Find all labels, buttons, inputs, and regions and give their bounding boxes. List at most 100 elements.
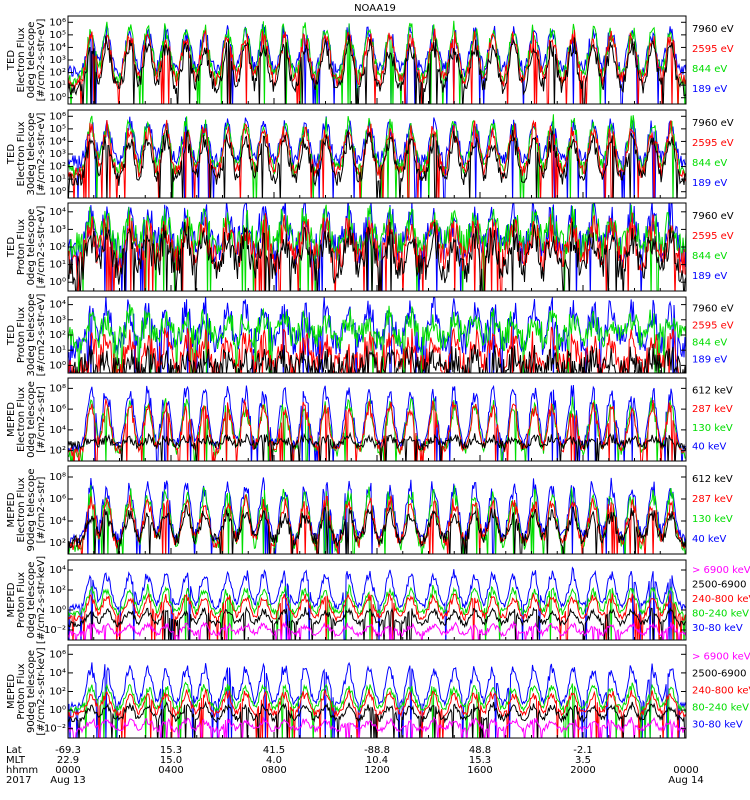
series-2595-ev-line (68, 119, 686, 198)
y-axis-label: [#/cm2-s-str-keV] (36, 556, 47, 644)
panel-plot-area (68, 114, 686, 198)
legend-entry: > 6900 keV (692, 565, 750, 576)
y-tick-label: 10² (49, 162, 66, 173)
series-7960-ev-line (68, 129, 686, 198)
series--6900-kev-line (68, 620, 686, 640)
legend-entry: 80-240 keV (692, 608, 749, 619)
y-axis-label: TED (6, 325, 17, 346)
legend-entry: 2595 eV (692, 321, 734, 332)
y-tick-label: 10⁻² (44, 625, 66, 636)
y-tick-label: 10³ (49, 315, 66, 326)
y-axis-label: Electron Flux (16, 27, 27, 92)
y-tick-label: 10¹ (49, 174, 66, 185)
y-tick-label: 10¹ (49, 345, 66, 356)
legend-entry: 2595 eV (692, 138, 734, 149)
y-tick-label: 10² (49, 585, 66, 596)
series-2500-6900-line (68, 700, 686, 738)
y-axis-label: [#/cm2-s-str-eV] (36, 206, 47, 289)
series-612-kev-line (68, 431, 686, 461)
legend-entry: 40 keV (692, 534, 726, 545)
footer-value: -2.1 (573, 745, 593, 756)
y-tick-label: 10⁴ (49, 516, 66, 527)
y-tick-label: 10⁵ (49, 30, 66, 41)
footer-row-label: hhmm (6, 765, 38, 776)
footer-row-label: Lat (6, 745, 22, 756)
footer-value: 0000 (55, 765, 80, 776)
panel-plot-area (68, 20, 686, 104)
y-tick-label: 10² (49, 687, 66, 698)
series-844-ev-line (68, 203, 686, 291)
y-axis-label: MEPED (6, 582, 17, 617)
y-axis-label: Proton Flux (16, 219, 27, 275)
footer-value: 4.0 (266, 755, 282, 766)
y-tick-label: 10² (49, 538, 66, 549)
legend-entry: 130 keV (692, 423, 733, 434)
footer-value: 22.9 (57, 755, 79, 766)
series-80-240-kev-line (68, 681, 686, 738)
legend-entry: 844 eV (692, 64, 727, 75)
footer-value: 48.8 (469, 745, 491, 756)
footer-row-label: MLT (6, 755, 26, 766)
y-tick-label: 10² (49, 242, 66, 253)
footer-row-label: 2017 (6, 775, 31, 786)
panel-8: 10⁻² 10⁰ 10² 10⁴ 10⁶ MEPED Proton Flux 90deg te… (6, 644, 750, 739)
legend-entry: 7960 eV (692, 304, 734, 315)
panel-plot-area (68, 566, 686, 640)
y-axis-label: 0deg telescope (26, 562, 37, 639)
y-tick-label: 10⁻² (44, 724, 66, 735)
footer-value: 41.5 (263, 745, 285, 756)
y-tick-label: 10⁴ (49, 425, 66, 436)
footer-value: 15.3 (469, 755, 491, 766)
legend-entry: 2595 eV (692, 44, 734, 55)
y-axis-label: 90deg telescope (26, 650, 37, 733)
legend-entry: 844 eV (692, 158, 727, 169)
footer-value: 2000 (570, 765, 595, 776)
panel-3: 10⁰ 10¹ 10² 10³ 10⁴ TED Proton Flux 0deg telesc… (6, 202, 734, 292)
legend-entry: 2500-6900 (692, 580, 747, 591)
y-tick-label: 10² (49, 68, 66, 79)
panel-plot-area (68, 661, 686, 738)
y-tick-label: 10² (49, 330, 66, 341)
panel-plot-area (68, 477, 686, 554)
y-axis-label: [#/cm2-s-str-eV] (36, 294, 47, 377)
series-240-800-kev-line (68, 592, 686, 640)
legend-entry: 240-800 keV (692, 594, 750, 605)
y-tick-label: 10⁶ (49, 111, 66, 122)
footer-value: 15.3 (160, 745, 182, 756)
legend-entry: 287 keV (692, 494, 733, 505)
y-axis-label: [#/cm2-s-str] (36, 386, 47, 453)
y-tick-label: 10⁴ (49, 668, 66, 679)
legend-entry: > 6900 keV (692, 652, 750, 663)
y-axis-label: 30deg telescope (26, 112, 37, 195)
legend-entry: 612 keV (692, 474, 733, 485)
footer-value: Aug 14 (668, 775, 703, 786)
legend-entry: 7960 eV (692, 118, 734, 129)
series-40-kev-line (68, 477, 686, 554)
panel-5: 10² 10⁴ 10⁶ 10⁸ MEPED Electron Flux 0deg teles… (6, 377, 733, 462)
y-axis-label: 0deg telescope (26, 209, 37, 286)
y-tick-label: 10⁸ (49, 383, 66, 394)
legend-entry: 40 keV (692, 442, 726, 453)
y-axis-label: 0deg telescope (26, 22, 37, 99)
y-tick-label: 10⁰ (49, 93, 66, 104)
series--6900-kev-line (68, 716, 686, 738)
legend-entry: 287 keV (692, 404, 733, 415)
y-tick-label: 10⁴ (49, 207, 66, 218)
y-axis-label: 90deg telescope (26, 468, 37, 551)
legend-entry: 240-800 keV (692, 686, 750, 697)
y-axis-label: Electron Flux (16, 477, 27, 542)
y-axis-label: TED (6, 144, 17, 165)
legend-entry: 844 eV (692, 338, 727, 349)
series-80-240-kev-line (68, 583, 686, 640)
legend-entry: 189 eV (692, 178, 727, 189)
footer-value: 1600 (467, 765, 492, 776)
y-axis-label: Electron Flux (16, 387, 27, 452)
y-axis-label: Proton Flux (16, 663, 27, 719)
footer-value: -69.3 (55, 745, 81, 756)
series-2595-ev-line (68, 326, 686, 373)
legend-entry: 189 eV (692, 355, 727, 366)
y-axis-label: MEPED (6, 674, 17, 709)
